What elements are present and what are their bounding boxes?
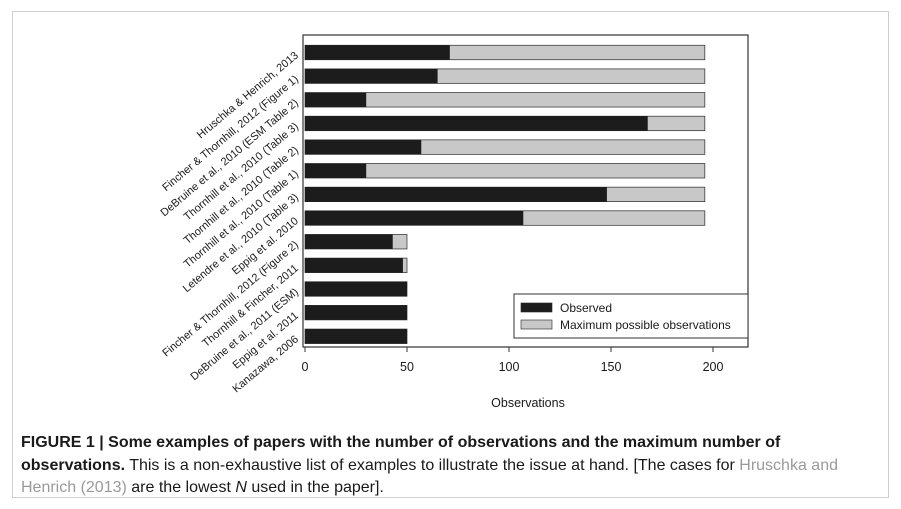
bar-observed — [305, 139, 422, 155]
legend: Observed Maximum possible observations — [513, 293, 749, 339]
x-tick-label: 0 — [302, 360, 309, 374]
bar-observed — [305, 187, 607, 202]
figure-caption: FIGURE 1 | Some examples of papers with … — [21, 432, 881, 500]
figure-frame — [12, 11, 889, 498]
y-tick-label: DeBruine et al., 2011 (ESM) — [188, 286, 300, 383]
bar-observed — [305, 68, 438, 84]
x-tick-label: 50 — [400, 360, 414, 374]
bar-observed — [305, 45, 450, 60]
x-tick-label: 150 — [601, 360, 622, 374]
legend-label-maximum: Maximum possible observations — [560, 318, 731, 332]
bar-observed — [305, 281, 407, 297]
legend-swatch-observed — [520, 302, 553, 313]
bar-observed — [305, 92, 367, 108]
legend-label-observed: Observed — [560, 301, 612, 315]
caption-n-symbol: N — [235, 479, 247, 496]
caption-text-2: are the lowest — [126, 479, 236, 496]
x-tick-label: 100 — [499, 360, 520, 374]
caption-reference-link[interactable]: Hruschka and Henrich (2013) — [21, 456, 838, 497]
bar-observed — [305, 305, 407, 320]
x-axis-ticks: 0 50 100 150 200 — [302, 347, 724, 374]
bar-observed — [305, 163, 367, 178]
bar-observed — [305, 116, 648, 131]
bar-observed — [305, 329, 407, 344]
plot-frame — [302, 34, 749, 348]
legend-swatch-maximum — [520, 319, 553, 330]
legend-box — [513, 293, 749, 339]
bar-observed — [305, 258, 403, 273]
caption-title: FIGURE 1 | Some examples of papers with … — [21, 434, 781, 474]
bar-observed — [305, 210, 524, 226]
bars-group — [304, 44, 706, 344]
caption-text-3: used in the paper]. — [246, 479, 384, 496]
x-axis-label: Observations — [491, 396, 565, 410]
caption-text-1: This is a non-exhaustive list of example… — [125, 456, 740, 474]
bar-observed — [305, 234, 393, 249]
x-tick-label: 200 — [703, 360, 724, 374]
